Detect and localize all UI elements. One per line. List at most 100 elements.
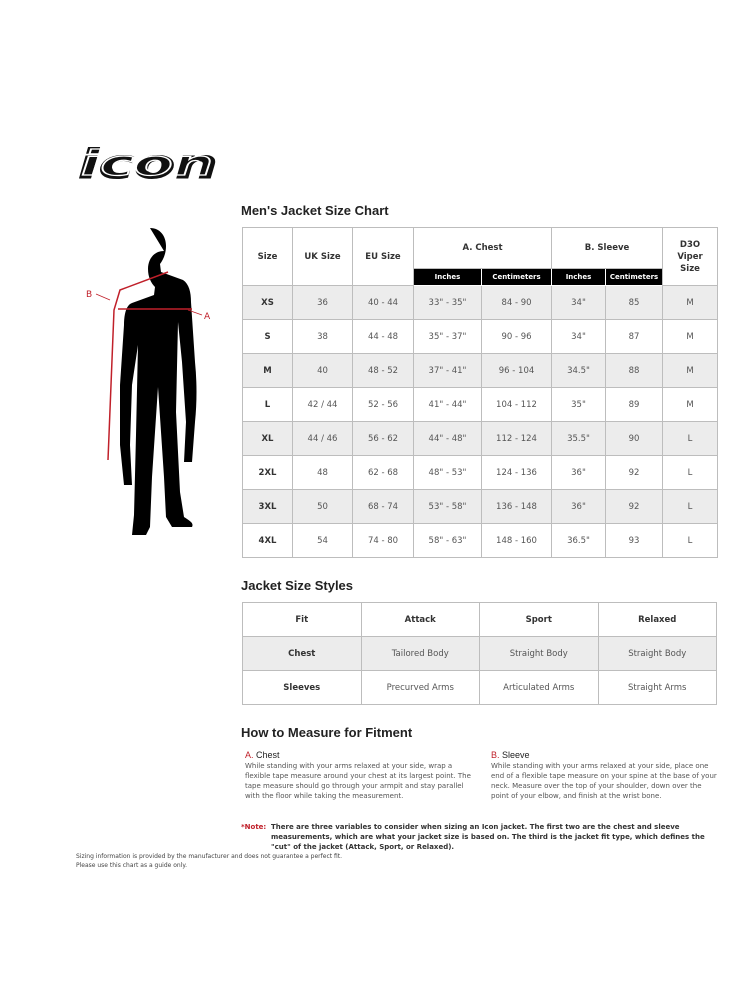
table-cell: 48 [292,455,353,490]
styles-cell: Straight Arms [597,670,717,705]
table-cell: L [662,523,719,558]
table-cell: 89 [605,387,664,422]
chest-instructions: A. Chest While standing with your arms r… [245,750,475,801]
table-cell: 92 [605,455,664,490]
footer-disclaimer: Sizing information is provided by the ma… [76,852,342,870]
styles-title: Jacket Size Styles [241,578,354,593]
table-cell: 40 [292,353,353,388]
header-size: Size [242,227,293,286]
svg-text:icon: icon [78,145,218,183]
styles-header: Relaxed [597,602,717,637]
table-cell: 58" - 63" [413,523,482,558]
table-cell: 85 [605,285,664,320]
table-cell: L [662,455,719,490]
size-chart-title: Men's Jacket Size Chart [241,203,389,218]
styles-header: Sport [479,602,599,637]
table-cell: 34.5" [551,353,607,388]
header-chest: A. Chest [412,227,553,269]
table-cell: 50 [292,489,353,524]
table-row: XL 44 / 46 56 - 62 44" - 48" 112 - 124 35.5" 9… [242,421,719,456]
table-cell: 112 - 124 [480,421,553,456]
sleeve-letter: B. [491,750,500,760]
table-cell: 88 [605,353,664,388]
table-cell: S [242,319,293,354]
table-row: XS 36 40 - 44 33" - 35" 84 - 90 34" 85 M [242,285,719,320]
styles-cell: Tailored Body [360,636,480,671]
table-cell: 148 - 160 [480,523,553,558]
styles-cell: Articulated Arms [479,670,599,705]
table-cell: 68 - 74 [352,489,414,524]
table-cell: L [662,421,719,456]
table-row: M 40 48 - 52 37" - 41" 96 - 104 34.5" 88 M [242,353,719,388]
chest-heading: Chest [256,750,280,760]
table-row: 3XL 50 68 - 74 53" - 58" 136 - 148 36" 92 L [242,489,719,524]
table-cell: 38 [292,319,353,354]
label-b: B [86,290,92,300]
table-cell: 41" - 44" [413,387,482,422]
subheader-sleeve-in: Inches [551,268,607,286]
table-cell: 62 - 68 [352,455,414,490]
styles-cell: Precurved Arms [360,670,480,705]
table-cell: 35" - 37" [413,319,482,354]
table-cell: 37" - 41" [413,353,482,388]
footer-line: Sizing information is provided by the ma… [76,853,343,860]
footer-line: Please use this chart as a guide only. [76,862,187,869]
table-row: L 42 / 44 52 - 56 41" - 44" 104 - 112 35" 89 M [242,387,719,422]
styles-cell: Sleeves [242,670,362,705]
table-cell: XL [242,421,293,456]
note-label: *Note: [241,823,267,831]
table-row: 2XL 48 62 - 68 48" - 53" 124 - 136 36" 92 L [242,455,719,490]
header-sleeve: B. Sleeve [551,227,664,269]
table-cell: 3XL [242,489,293,524]
table-cell: 36 [292,285,353,320]
subheader-chest-in: Inches [413,268,482,286]
table-cell: 90 - 96 [480,319,553,354]
styles-header: Fit [242,602,362,637]
table-cell: 87 [605,319,664,354]
table-row: S 38 44 - 48 35" - 37" 90 - 96 34" 87 M [242,319,719,354]
sleeve-instructions: B. Sleeve While standing with your arms … [491,750,721,801]
table-cell: 44" - 48" [413,421,482,456]
table-row: 4XL 54 74 - 80 58" - 63" 148 - 160 36.5" 93 L [242,523,719,558]
table-cell: 34" [551,285,607,320]
table-cell: 36" [551,455,607,490]
note-text: There are three variables to consider wh… [271,823,705,851]
styles-table: Fit Attack Sport Relaxed Chest Tailored … [242,602,717,705]
table-cell: 124 - 136 [480,455,553,490]
table-cell: 4XL [242,523,293,558]
table-cell: M [662,353,719,388]
table-cell: 35" [551,387,607,422]
table-cell: 93 [605,523,664,558]
table-cell: 54 [292,523,353,558]
table-cell: 52 - 56 [352,387,414,422]
header-uk: UK Size [292,227,353,286]
table-cell: 53" - 58" [413,489,482,524]
sleeve-heading: Sleeve [502,750,530,760]
table-cell: 96 - 104 [480,353,553,388]
table-cell: 104 - 112 [480,387,553,422]
subheader-sleeve-cm: Centimeters [605,268,664,286]
svg-text:icon: icon [81,145,213,183]
header-d3o: D3O Viper Size [662,227,719,286]
chest-letter: A. [245,750,254,760]
table-cell: M [662,319,719,354]
styles-header: Attack [360,602,480,637]
chest-text: While standing with your arms relaxed at… [245,762,471,800]
table-cell: 48" - 53" [413,455,482,490]
measure-title: How to Measure for Fitment [241,725,413,740]
label-a: A [204,312,211,322]
table-cell: M [662,285,719,320]
header-eu: EU Size [352,227,414,286]
styles-cell: Chest [242,636,362,671]
table-cell: 35.5" [551,421,607,456]
styles-cell: Straight Body [479,636,599,671]
table-cell: 44 - 48 [352,319,414,354]
table-cell: 33" - 35" [413,285,482,320]
table-cell: 36.5" [551,523,607,558]
table-cell: 90 [605,421,664,456]
table-cell: 92 [605,489,664,524]
table-cell: 84 - 90 [480,285,553,320]
table-cell: 136 - 148 [480,489,553,524]
table-cell: 2XL [242,455,293,490]
table-cell: 34" [551,319,607,354]
